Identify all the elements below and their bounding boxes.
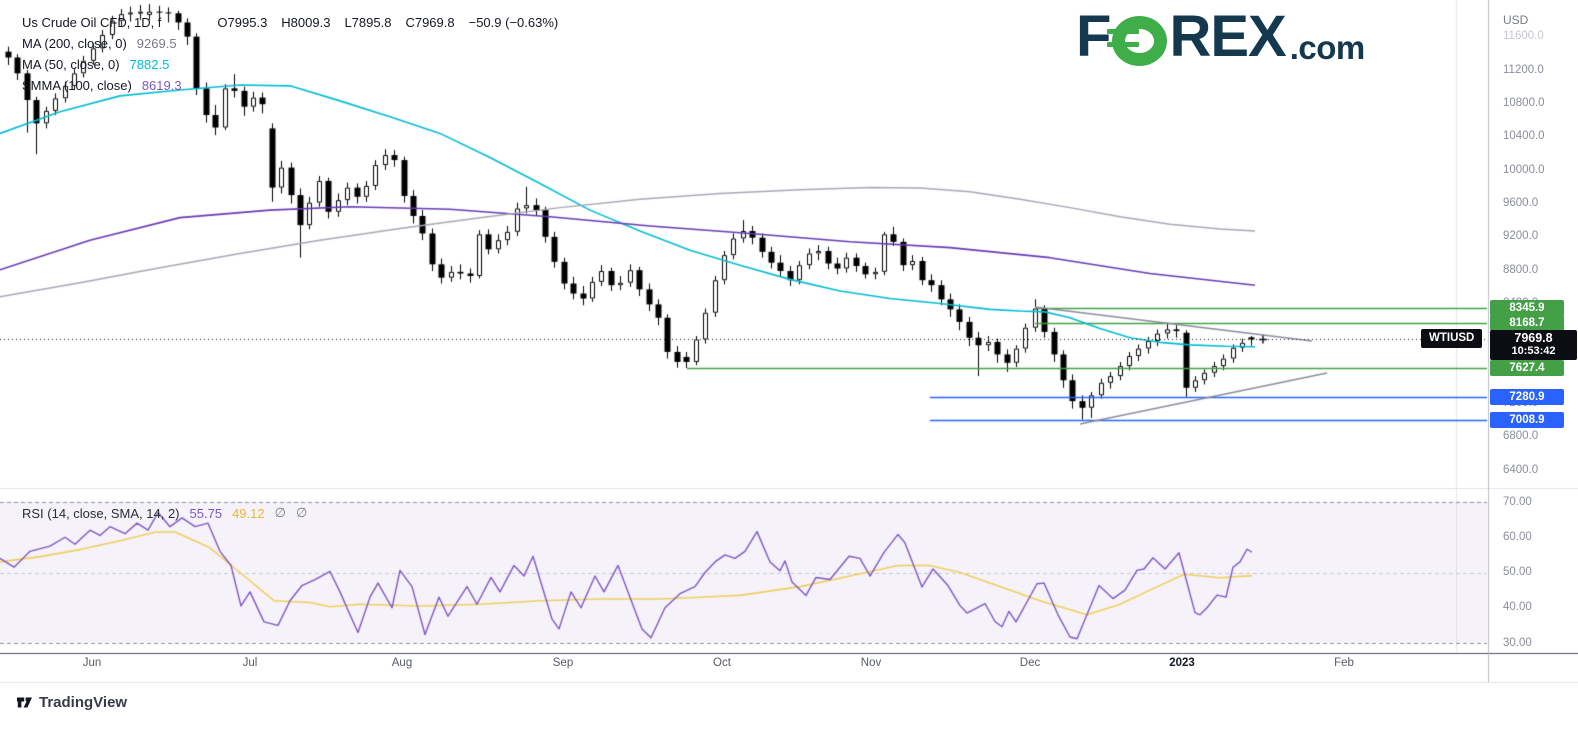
price-badge-7280.9: 7280.9 bbox=[1490, 388, 1564, 405]
ma200-label: MA (200, close, 0) bbox=[22, 36, 127, 51]
price-tick: 6800.0 bbox=[1503, 430, 1539, 443]
price-tick: 9600.0 bbox=[1503, 196, 1539, 209]
ohlc-close: C7969.8 bbox=[405, 15, 455, 30]
time-label-Sep: Sep bbox=[552, 657, 574, 669]
ohlc-low: L7895.8 bbox=[344, 15, 392, 30]
legend-ma200[interactable]: MA (200, close, 0) 9269.5 bbox=[22, 33, 558, 54]
time-label-Jul: Jul bbox=[242, 657, 258, 669]
symbol-title[interactable]: Us Crude Oil CFD, 1D, f bbox=[22, 15, 162, 30]
forex-logo-f: F bbox=[1076, 4, 1111, 69]
price-axis[interactable]: USD 11600.0 11200.0 10800.0 10400.0 10000.0 9… bbox=[1489, 0, 1578, 682]
price-badge-7008.9: 7008.9 bbox=[1490, 411, 1564, 428]
time-label-2023: 2023 bbox=[1169, 657, 1195, 669]
price-badge-7627.4: 7627.4 bbox=[1490, 359, 1564, 376]
ma200-value: 9269.5 bbox=[136, 36, 177, 51]
forex-logo-rex: REX bbox=[1169, 4, 1286, 69]
smma100-value: 8619.3 bbox=[141, 78, 182, 93]
ohlc-readout: O7995.3 H8009.3 L7895.8 C7969.8 −50.9 (−… bbox=[217, 15, 558, 30]
time-label-Oct: Oct bbox=[713, 657, 731, 669]
price-tick: 6400.0 bbox=[1503, 463, 1539, 476]
price-line-symbol-label: WTIUSD bbox=[1421, 329, 1483, 349]
price-tick: 11200.0 bbox=[1503, 63, 1544, 76]
time-label-Jun: Jun bbox=[82, 657, 102, 669]
time-label-Aug: Aug bbox=[391, 657, 413, 669]
price-tick: 10000.0 bbox=[1503, 163, 1545, 176]
time-label-Dec: Dec bbox=[1019, 657, 1041, 669]
price-badge-8345.9: 8345.9 bbox=[1490, 300, 1564, 317]
chart-legend: Us Crude Oil CFD, 1D, f O7995.3 H8009.3 … bbox=[22, 12, 558, 96]
price-tick: 8800.0 bbox=[1503, 263, 1539, 276]
ma50-label: MA (50, close, 0) bbox=[22, 57, 120, 72]
rsi-label: RSI (14, close, SMA, 14, 2) bbox=[22, 505, 180, 521]
forex-com-logo: F REX .com bbox=[1076, 8, 1365, 66]
smma100-label: SMMA (100, close) bbox=[22, 78, 132, 93]
price-tick: 11600.0 bbox=[1503, 30, 1544, 43]
time-label-Feb: Feb bbox=[1334, 657, 1354, 669]
ohlc-change: −50.9 (−0.63%) bbox=[468, 15, 559, 30]
rsi-empty-2: ∅ bbox=[295, 505, 308, 520]
tradingview-logo[interactable]: TradingView bbox=[16, 694, 127, 711]
time-label-Nov: Nov bbox=[860, 657, 882, 669]
time-axis[interactable]: Jun Jul Aug Sep Oct Nov Dec 2023 Feb bbox=[0, 657, 1487, 679]
legend-ma50[interactable]: MA (50, close, 0) 7882.5 bbox=[22, 54, 558, 75]
ma50-value: 7882.5 bbox=[129, 57, 170, 72]
legend-smma100[interactable]: SMMA (100, close) 8619.3 bbox=[22, 75, 558, 96]
price-badge-7969.8: 7969.8 10:53:42 bbox=[1490, 330, 1577, 361]
rsi-tick: 70.00 bbox=[1503, 495, 1532, 508]
price-tick: 9200.0 bbox=[1503, 230, 1539, 243]
forex-logo-dotcom: .com bbox=[1289, 29, 1366, 66]
ohlc-open: O7995.3 bbox=[217, 15, 268, 30]
tradingview-icon bbox=[17, 697, 32, 708]
price-badge-8168.7: 8168.7 bbox=[1490, 314, 1564, 331]
rsi-value: 55.75 bbox=[189, 505, 223, 521]
rsi-empty-1: ∅ bbox=[274, 505, 286, 520]
rsi-tick: 60.00 bbox=[1503, 530, 1532, 543]
ohlc-high: H8009.3 bbox=[281, 15, 331, 30]
price-tick: 10400.0 bbox=[1503, 130, 1545, 143]
rsi-tick: 40.00 bbox=[1503, 601, 1532, 614]
rsi-tick: 50.00 bbox=[1503, 566, 1532, 578]
rsi-tick: 30.00 bbox=[1503, 636, 1532, 649]
rsi-legend[interactable]: RSI (14, close, SMA, 14, 2) 55.75 49.12 … bbox=[22, 505, 307, 521]
rsi-sma-value: 49.12 bbox=[232, 505, 265, 521]
tradingview-label: TradingView bbox=[39, 694, 128, 711]
forex-logo-coin-icon bbox=[1107, 16, 1168, 66]
currency-label: USD bbox=[1503, 13, 1529, 27]
price-tick: 10800.0 bbox=[1503, 96, 1545, 109]
